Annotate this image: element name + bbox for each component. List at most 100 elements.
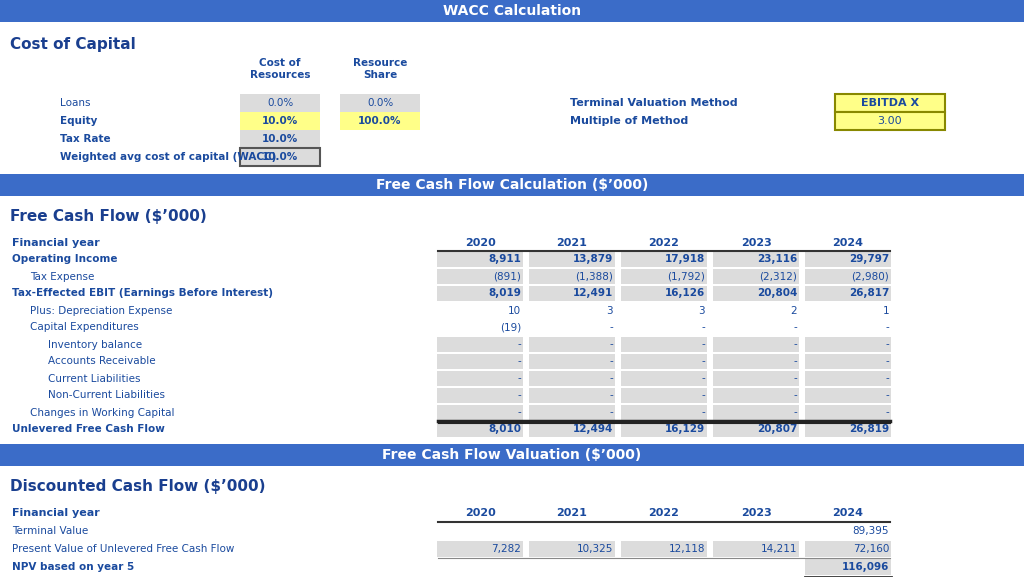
Text: -: - — [794, 357, 797, 366]
Text: 2024: 2024 — [833, 508, 863, 518]
Text: (19): (19) — [500, 323, 521, 332]
Text: (2,312): (2,312) — [759, 272, 797, 282]
Text: 2023: 2023 — [740, 508, 771, 518]
Bar — [621, 371, 707, 386]
Bar — [713, 422, 799, 437]
Text: -: - — [794, 373, 797, 384]
Text: Tax Expense: Tax Expense — [30, 272, 94, 282]
Text: 3.00: 3.00 — [878, 116, 902, 126]
Text: Operating Income: Operating Income — [12, 254, 118, 264]
Bar — [805, 405, 891, 420]
Bar — [805, 388, 891, 403]
Text: 72,160: 72,160 — [853, 544, 889, 554]
Bar — [529, 286, 615, 301]
Bar — [240, 130, 319, 148]
Text: 13,879: 13,879 — [572, 254, 613, 264]
Text: Financial year: Financial year — [12, 238, 99, 248]
Bar — [805, 354, 891, 369]
Text: Capital Expenditures: Capital Expenditures — [30, 323, 138, 332]
Bar — [835, 112, 945, 130]
Text: (2,980): (2,980) — [851, 272, 889, 282]
Text: -: - — [517, 407, 521, 418]
Text: 26,819: 26,819 — [849, 425, 889, 434]
Bar — [437, 252, 523, 267]
Bar — [529, 320, 615, 335]
Bar — [621, 541, 707, 557]
Text: -: - — [886, 357, 889, 366]
Text: 23,116: 23,116 — [757, 254, 797, 264]
Bar — [437, 320, 523, 335]
Bar — [713, 320, 799, 335]
Text: Tax-Effected EBIT (Earnings Before Interest): Tax-Effected EBIT (Earnings Before Inter… — [12, 288, 273, 298]
Text: -: - — [517, 391, 521, 400]
Text: Free Cash Flow Valuation ($’000): Free Cash Flow Valuation ($’000) — [382, 448, 642, 462]
Text: Weighted avg cost of capital (WACC): Weighted avg cost of capital (WACC) — [60, 152, 276, 162]
Text: -: - — [794, 323, 797, 332]
Bar — [713, 303, 799, 318]
Bar — [529, 422, 615, 437]
Bar — [340, 112, 420, 130]
Text: 2022: 2022 — [648, 508, 680, 518]
Text: Unlevered Free Cash Flow: Unlevered Free Cash Flow — [12, 425, 165, 434]
Bar — [621, 269, 707, 284]
Text: 20,807: 20,807 — [757, 425, 797, 434]
Bar — [437, 405, 523, 420]
Bar — [713, 405, 799, 420]
Text: 29,797: 29,797 — [849, 254, 889, 264]
Text: Terminal Value: Terminal Value — [12, 526, 88, 536]
Bar — [621, 320, 707, 335]
Text: -: - — [517, 357, 521, 366]
Bar — [805, 286, 891, 301]
Bar — [0, 174, 1024, 196]
Bar — [437, 371, 523, 386]
Text: -: - — [701, 391, 705, 400]
Text: Non-Current Liabilities: Non-Current Liabilities — [48, 391, 165, 400]
Text: -: - — [701, 339, 705, 350]
Text: Cost of Capital: Cost of Capital — [10, 36, 136, 51]
Bar — [713, 388, 799, 403]
Text: 14,211: 14,211 — [761, 544, 797, 554]
Bar — [437, 269, 523, 284]
Text: 8,911: 8,911 — [488, 254, 521, 264]
Text: -: - — [794, 407, 797, 418]
Bar — [805, 371, 891, 386]
Bar — [805, 252, 891, 267]
Text: 2020: 2020 — [465, 238, 496, 248]
Text: -: - — [794, 391, 797, 400]
Text: Tax Rate: Tax Rate — [60, 134, 111, 144]
Text: 26,817: 26,817 — [849, 288, 889, 298]
Text: 3: 3 — [698, 305, 705, 316]
Bar — [805, 320, 891, 335]
Bar — [240, 148, 319, 166]
Text: 0.0%: 0.0% — [367, 98, 393, 108]
Text: -: - — [609, 373, 613, 384]
Text: Present Value of Unlevered Free Cash Flow: Present Value of Unlevered Free Cash Flo… — [12, 544, 234, 554]
Text: -: - — [701, 323, 705, 332]
Bar — [529, 388, 615, 403]
Text: 1: 1 — [883, 305, 889, 316]
Text: Inventory balance: Inventory balance — [48, 339, 142, 350]
Bar — [805, 559, 891, 575]
Text: 2023: 2023 — [740, 238, 771, 248]
Bar — [437, 303, 523, 318]
Text: (1,792): (1,792) — [667, 272, 705, 282]
Text: Terminal Valuation Method: Terminal Valuation Method — [570, 98, 737, 108]
Bar — [805, 303, 891, 318]
Bar — [437, 388, 523, 403]
Bar — [713, 371, 799, 386]
Text: -: - — [609, 339, 613, 350]
Text: 8,010: 8,010 — [488, 425, 521, 434]
Bar — [713, 269, 799, 284]
Bar — [529, 354, 615, 369]
Text: -: - — [886, 339, 889, 350]
Bar — [621, 405, 707, 420]
Text: 17,918: 17,918 — [665, 254, 705, 264]
Bar — [805, 337, 891, 352]
Text: Free Cash Flow Calculation ($’000): Free Cash Flow Calculation ($’000) — [376, 178, 648, 192]
Text: 2024: 2024 — [833, 238, 863, 248]
Text: -: - — [609, 323, 613, 332]
Text: 10.0%: 10.0% — [262, 152, 298, 162]
Bar — [529, 541, 615, 557]
Text: 0.0%: 0.0% — [267, 98, 293, 108]
Text: Changes in Working Capital: Changes in Working Capital — [30, 407, 174, 418]
